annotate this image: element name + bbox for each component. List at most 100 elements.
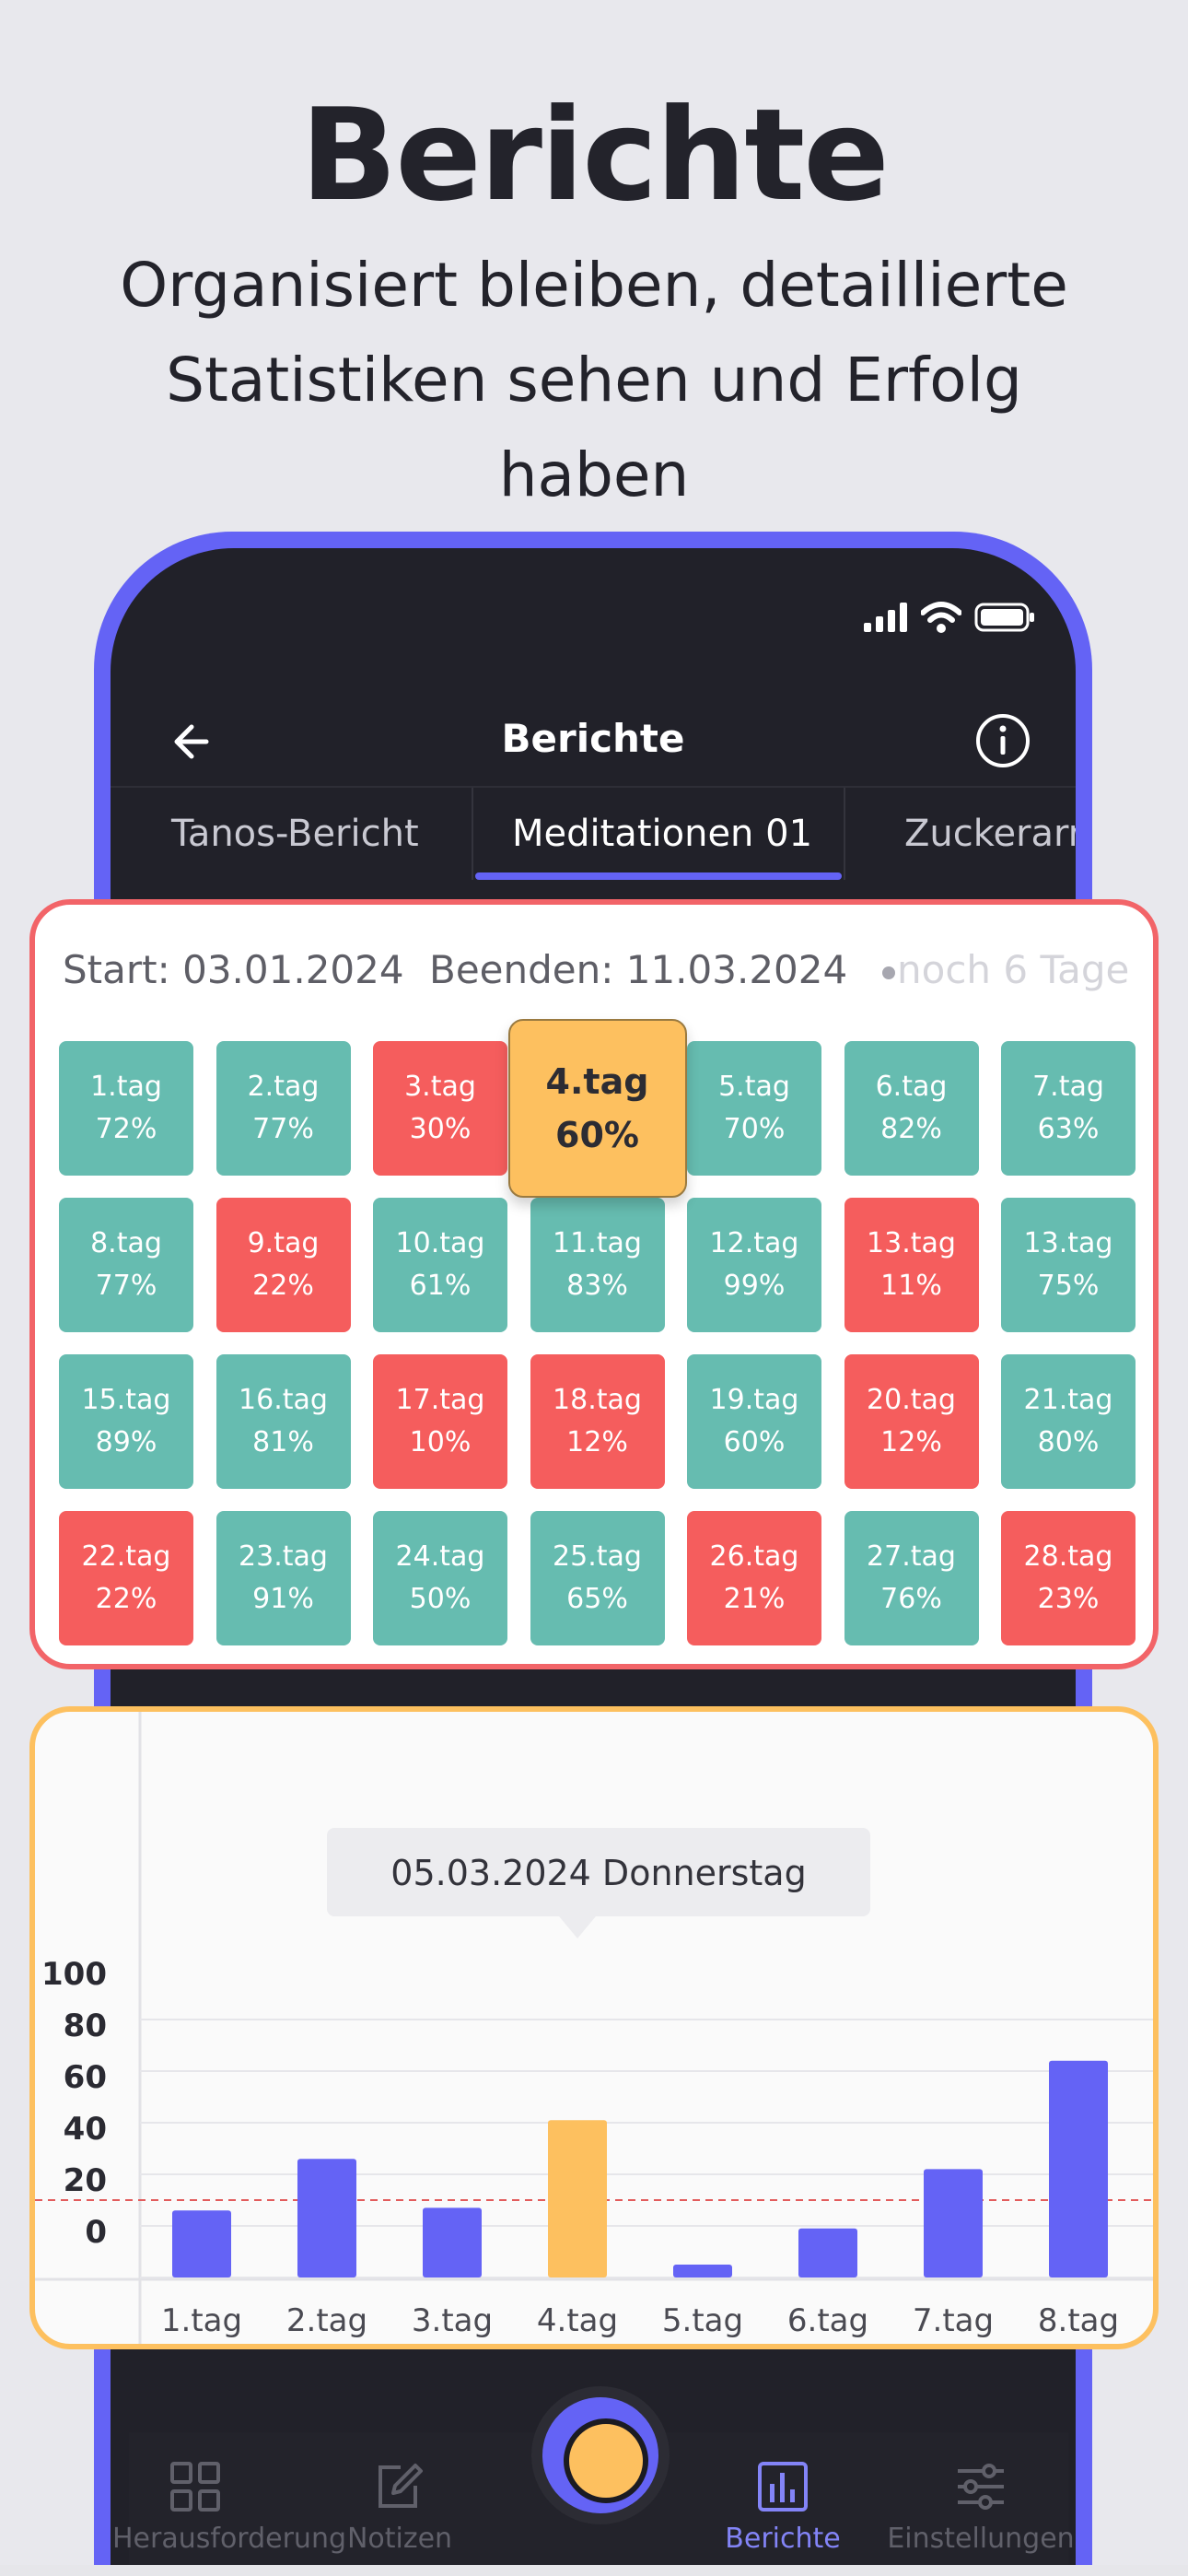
day-tile[interactable]: 20.tag 12% <box>844 1354 979 1489</box>
tabbar-label: Notizen <box>346 2523 453 2555</box>
day-label: 24.tag <box>395 1540 485 1573</box>
battery-icon <box>974 603 1034 632</box>
day-percent: 23% <box>1037 1583 1100 1615</box>
day-tile[interactable]: 3.tag 30% <box>373 1041 507 1176</box>
day-percent: 11% <box>880 1270 942 1302</box>
day-tile[interactable]: 6.tag 82% <box>844 1041 979 1176</box>
tab-divider <box>472 788 473 880</box>
day-tile[interactable]: 4.tag 60% <box>507 1019 687 1198</box>
x-tick-label: 7.tag <box>913 2302 994 2339</box>
day-tile[interactable]: 15.tag 89% <box>59 1354 193 1489</box>
tabbar-notizen[interactable]: Notizen <box>344 2460 455 2555</box>
day-grid-card: Start: 03.01.2024 Beenden: 11.03.2024 no… <box>29 899 1159 1669</box>
remaining-days: noch 6 Tage <box>882 947 1129 992</box>
day-tile[interactable]: 13.tag 75% <box>1001 1198 1136 1332</box>
day-percent: 81% <box>252 1426 314 1458</box>
x-tick-label: 1.tag <box>161 2302 242 2339</box>
day-label: 9.tag <box>247 1227 320 1259</box>
day-tile[interactable]: 25.tag 65% <box>530 1511 665 1645</box>
day-tile[interactable]: 26.tag 21% <box>687 1511 821 1645</box>
day-label: 25.tag <box>553 1540 642 1573</box>
bar <box>798 2228 857 2277</box>
day-tile[interactable]: 8.tag 77% <box>59 1198 193 1332</box>
day-label: 1.tag <box>90 1071 162 1103</box>
day-label: 11.tag <box>553 1227 642 1259</box>
x-tick-label: 8.tag <box>1038 2302 1119 2339</box>
tooltip-box <box>327 1828 870 1916</box>
tabbar-label: Herausforderung <box>112 2523 347 2555</box>
day-tile[interactable]: 22.tag 22% <box>59 1511 193 1645</box>
bar <box>1049 2060 1108 2277</box>
day-tile[interactable]: 11.tag 83% <box>530 1198 665 1332</box>
day-percent: 60% <box>555 1115 639 1155</box>
day-tile[interactable]: 27.tag 76% <box>844 1511 979 1645</box>
y-tick-label: 20 <box>64 2162 107 2199</box>
x-tick-label: 4.tag <box>537 2302 618 2339</box>
tabbar-einstellungen[interactable]: Einstellungen <box>884 2460 1077 2555</box>
day-tile[interactable]: 19.tag 60% <box>687 1354 821 1489</box>
record-circle-icon[interactable] <box>531 2386 670 2524</box>
day-label: 17.tag <box>395 1384 485 1416</box>
day-label: 15.tag <box>81 1384 171 1416</box>
hero-title: Berichte <box>300 81 890 229</box>
active-tab-indicator <box>475 872 842 880</box>
tabbar-berichte[interactable]: Berichte <box>718 2460 847 2555</box>
day-percent: 60% <box>723 1426 786 1458</box>
screen-title: Berichte <box>501 716 685 761</box>
navigation-bar: Berichte <box>111 686 1076 797</box>
date-range: Start: 03.01.2024 Beenden: 11.03.2024 no… <box>63 947 1131 1002</box>
day-percent: 21% <box>723 1583 786 1615</box>
day-label: 3.tag <box>404 1071 476 1103</box>
day-percent: 10% <box>409 1426 472 1458</box>
tabbar-herausforderung[interactable]: Herausforderung <box>112 2460 346 2555</box>
day-label: 22.tag <box>81 1540 171 1573</box>
day-tile[interactable]: 12.tag 99% <box>687 1198 821 1332</box>
info-icon[interactable] <box>974 712 1031 769</box>
day-label: 10.tag <box>395 1227 485 1259</box>
day-percent: 89% <box>95 1426 157 1458</box>
day-tile[interactable]: 18.tag 12% <box>530 1354 665 1489</box>
y-tick-label: 100 <box>41 1956 107 1993</box>
day-tile[interactable]: 7.tag 63% <box>1001 1041 1136 1176</box>
day-tile[interactable]: 2.tag 77% <box>215 1041 351 1176</box>
day-label: 18.tag <box>553 1384 642 1416</box>
day-percent: 72% <box>95 1113 157 1145</box>
bar <box>297 2159 356 2277</box>
bar-chart-icon <box>758 2462 808 2512</box>
tab-zuckerarm[interactable]: Zuckerarr <box>904 813 1076 855</box>
x-tick-label: 5.tag <box>662 2302 743 2339</box>
day-tile[interactable]: 10.tag 61% <box>373 1198 507 1332</box>
day-percent: 77% <box>95 1270 157 1302</box>
day-tile[interactable]: 5.tag 70% <box>687 1041 821 1176</box>
day-tile[interactable]: 9.tag 22% <box>215 1198 351 1332</box>
y-tick-label: 60 <box>64 2059 107 2096</box>
tabbar-label: Einstellungen <box>887 2523 1075 2555</box>
day-tile[interactable]: 23.tag 91% <box>215 1511 351 1645</box>
day-percent: 77% <box>252 1113 314 1145</box>
bar <box>423 2207 482 2277</box>
wifi-icon <box>921 602 961 633</box>
tab-divider <box>844 788 845 880</box>
day-tile[interactable]: 24.tag 50% <box>373 1511 507 1645</box>
day-percent: 22% <box>95 1583 157 1615</box>
day-label: 28.tag <box>1023 1540 1113 1573</box>
day-tile[interactable]: 13.tag 11% <box>844 1198 979 1332</box>
status-bar <box>864 602 1035 633</box>
day-tile[interactable]: 16.tag 81% <box>215 1354 351 1489</box>
tab-tanos-bericht[interactable]: Tanos-Bericht <box>171 813 419 855</box>
bar-chart-card: 100 80 60 40 20 0 1.tag 2.tag 3.tag 4.tag 5.tag 6.t… <box>29 1706 1159 2349</box>
day-percent: 63% <box>1037 1113 1100 1145</box>
day-percent: 22% <box>252 1270 314 1302</box>
bottom-tab-bar: Herausforderung Notizen Berichte Einstel… <box>112 2432 1075 2576</box>
day-label: 4.tag <box>545 1061 649 1102</box>
back-arrow-icon[interactable] <box>166 714 221 769</box>
day-tile[interactable]: 28.tag 23% <box>1001 1511 1136 1645</box>
day-tile[interactable]: 21.tag 80% <box>1001 1354 1136 1489</box>
day-label: 26.tag <box>709 1540 799 1573</box>
x-tick-label: 6.tag <box>787 2302 868 2339</box>
day-label: 23.tag <box>239 1540 328 1573</box>
tab-meditationen-01[interactable]: Meditationen 01 <box>512 813 813 855</box>
y-tick-label: 0 <box>85 2214 107 2251</box>
day-tile[interactable]: 17.tag 10% <box>373 1354 507 1489</box>
day-tile[interactable]: 1.tag 72% <box>59 1041 193 1176</box>
